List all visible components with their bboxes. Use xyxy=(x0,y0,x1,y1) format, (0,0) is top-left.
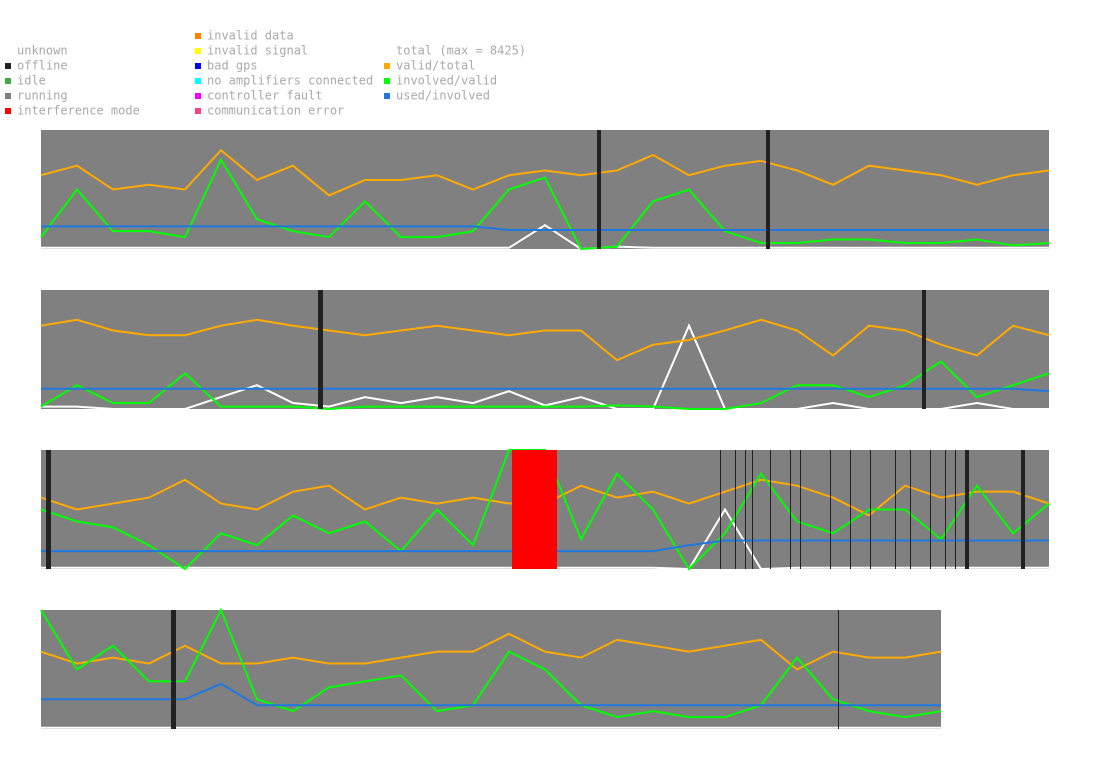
series-line xyxy=(40,318,1050,362)
status-segment xyxy=(910,450,911,569)
status-segment xyxy=(922,290,926,409)
legend-swatch xyxy=(5,108,11,114)
series-line xyxy=(41,323,1049,410)
status-segment xyxy=(965,450,969,569)
status-segment xyxy=(850,450,851,569)
legend-label: used/involved xyxy=(396,89,490,103)
status-segment xyxy=(790,450,791,569)
legend-label: invalid signal xyxy=(207,44,308,58)
status-segment xyxy=(770,450,771,569)
status-segment xyxy=(46,450,51,569)
legend-label: bad gps xyxy=(207,59,258,73)
series-line xyxy=(41,682,941,707)
legend-label: total (max = 8425) xyxy=(396,44,526,58)
status-segment xyxy=(800,450,801,569)
status-segment xyxy=(830,450,831,569)
status-segment xyxy=(318,290,323,409)
legend-label: interference mode xyxy=(17,104,140,118)
series-line xyxy=(40,148,1050,197)
legend-swatch xyxy=(195,63,201,69)
status-segment xyxy=(870,450,871,569)
legend-swatch xyxy=(5,93,11,99)
legend-swatch xyxy=(384,78,390,84)
status-segment xyxy=(171,610,176,729)
status-segment xyxy=(945,450,946,569)
legend-label: controller fault xyxy=(207,89,323,103)
series-line xyxy=(40,360,1050,411)
series-line xyxy=(40,607,942,719)
legend-label: unknown xyxy=(17,44,68,58)
legend-label: offline xyxy=(17,59,68,73)
series-line xyxy=(40,157,1050,251)
legend-label: invalid data xyxy=(207,29,294,43)
status-segment xyxy=(955,450,956,569)
status-segment xyxy=(895,450,896,569)
legend-label: running xyxy=(17,89,68,103)
legend-swatch xyxy=(195,93,201,99)
status-segment xyxy=(512,450,557,569)
status-segment xyxy=(766,130,770,249)
legend-label: involved/valid xyxy=(396,74,497,88)
legend-label: idle xyxy=(17,74,46,88)
legend-swatch xyxy=(384,63,390,69)
legend-swatch xyxy=(5,63,11,69)
legend-swatch xyxy=(195,78,201,84)
legend-swatch xyxy=(5,48,11,54)
legend-swatch xyxy=(195,48,201,54)
status-segment xyxy=(720,450,721,569)
series-line xyxy=(41,224,1049,251)
legend-label: valid/total xyxy=(396,59,475,73)
strip-background xyxy=(41,130,1049,249)
legend-swatch xyxy=(5,78,11,84)
legend-swatch xyxy=(195,33,201,39)
status-segment xyxy=(1021,450,1025,569)
legend-swatch xyxy=(195,108,201,114)
strip-background xyxy=(41,290,1049,409)
status-segment xyxy=(735,450,736,569)
status-segment xyxy=(745,450,746,569)
legend-label: no amplifiers connected xyxy=(207,74,373,88)
legend-label: communication error xyxy=(207,104,344,118)
legend-swatch xyxy=(384,93,390,99)
status-segment xyxy=(752,450,753,569)
legend-swatch xyxy=(384,48,390,54)
status-segment xyxy=(930,450,931,569)
status-segment xyxy=(838,610,839,729)
status-segment xyxy=(597,130,601,249)
series-line xyxy=(41,387,1050,393)
series-line xyxy=(41,225,1049,231)
